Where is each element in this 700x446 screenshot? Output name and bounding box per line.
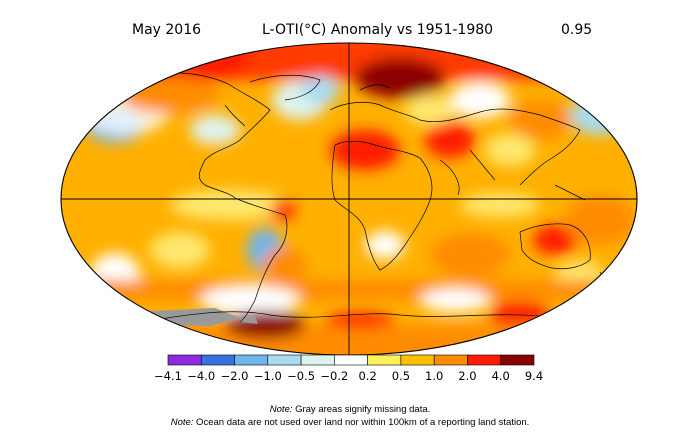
legend-tick-label: 2.0 xyxy=(458,369,476,383)
map-date: May 2016 xyxy=(132,22,202,38)
legend-tick-label: 1.0 xyxy=(425,369,443,383)
legend-swatch xyxy=(300,354,335,366)
legend-swatch xyxy=(167,354,202,366)
legend-swatch xyxy=(400,354,435,366)
legend-swatch xyxy=(234,354,269,366)
legend-tick-label: 0.5 xyxy=(392,369,410,383)
legend-tick-labels: −4.1 −4.0 −2.0 −1.0 −0.5 −0.2 0.2 0.5 1.0 2.0 4.0 9… xyxy=(154,369,543,383)
legend-swatch xyxy=(500,354,535,366)
note-label: Note: xyxy=(269,404,293,415)
legend-tick-label: −1.0 xyxy=(254,369,282,383)
legend-swatches xyxy=(167,354,535,366)
legend-tick-label: 4.0 xyxy=(492,369,510,383)
legend-tick-label: −2.0 xyxy=(221,369,249,383)
note-text: Gray areas signify missing data. xyxy=(292,404,431,415)
note-ocean-data: Note: Ocean data are not used over land … xyxy=(0,417,700,428)
legend-swatch xyxy=(334,354,368,366)
legend-swatch xyxy=(367,354,402,366)
coastlines xyxy=(89,72,626,333)
note-missing-data: Note: Gray areas signify missing data. xyxy=(0,404,700,415)
legend-swatch xyxy=(467,354,502,366)
legend-tick-label: 9.4 xyxy=(525,369,543,383)
note-text: Ocean data are not used over land nor wi… xyxy=(193,417,530,428)
legend-tick-label: −4.0 xyxy=(187,369,215,383)
legend-tick-label: −0.2 xyxy=(320,369,348,383)
note-label: Note: xyxy=(170,417,194,428)
legend-tick-label: −0.5 xyxy=(287,369,315,383)
legend-swatch xyxy=(433,354,468,366)
map-title: L-OTI(°C) Anomaly vs 1951-1980 xyxy=(262,22,494,38)
global-mean-value: 0.95 xyxy=(561,22,593,38)
legend-tick-label: 0.2 xyxy=(358,369,376,383)
legend-tick-label: −4.1 xyxy=(154,369,182,383)
legend-swatch xyxy=(200,354,235,366)
legend-swatch xyxy=(267,354,302,366)
